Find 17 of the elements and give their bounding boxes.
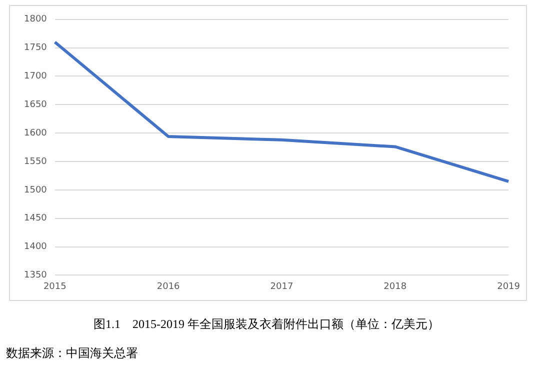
x-tick-label: 2017 bbox=[270, 282, 294, 292]
source-note: 数据来源：中国海关总署 bbox=[6, 345, 138, 362]
y-tick-label: 1500 bbox=[24, 185, 48, 196]
caption: 图1.1 2015-2019 年全国服装及衣着附件出口额（单位：亿美元） bbox=[92, 316, 440, 333]
x-tick-label: 2018 bbox=[384, 282, 407, 292]
y-tick-label: 1450 bbox=[24, 214, 48, 224]
y-tick-label: 1750 bbox=[24, 43, 48, 54]
y-tick-label: 1700 bbox=[24, 72, 48, 82]
x-tick-label: 2016 bbox=[156, 282, 180, 292]
y-tick-label: 1550 bbox=[24, 156, 48, 167]
x-tick-label: 2019 bbox=[497, 282, 520, 292]
y-tick-label: 1400 bbox=[24, 242, 48, 252]
y-tick-label: 1800 bbox=[24, 14, 48, 25]
x-tick-label: 2015 bbox=[43, 282, 66, 292]
y-tick-label: 1350 bbox=[24, 270, 48, 281]
y-tick-label: 1650 bbox=[24, 100, 48, 110]
y-tick-label: 1600 bbox=[24, 128, 48, 138]
